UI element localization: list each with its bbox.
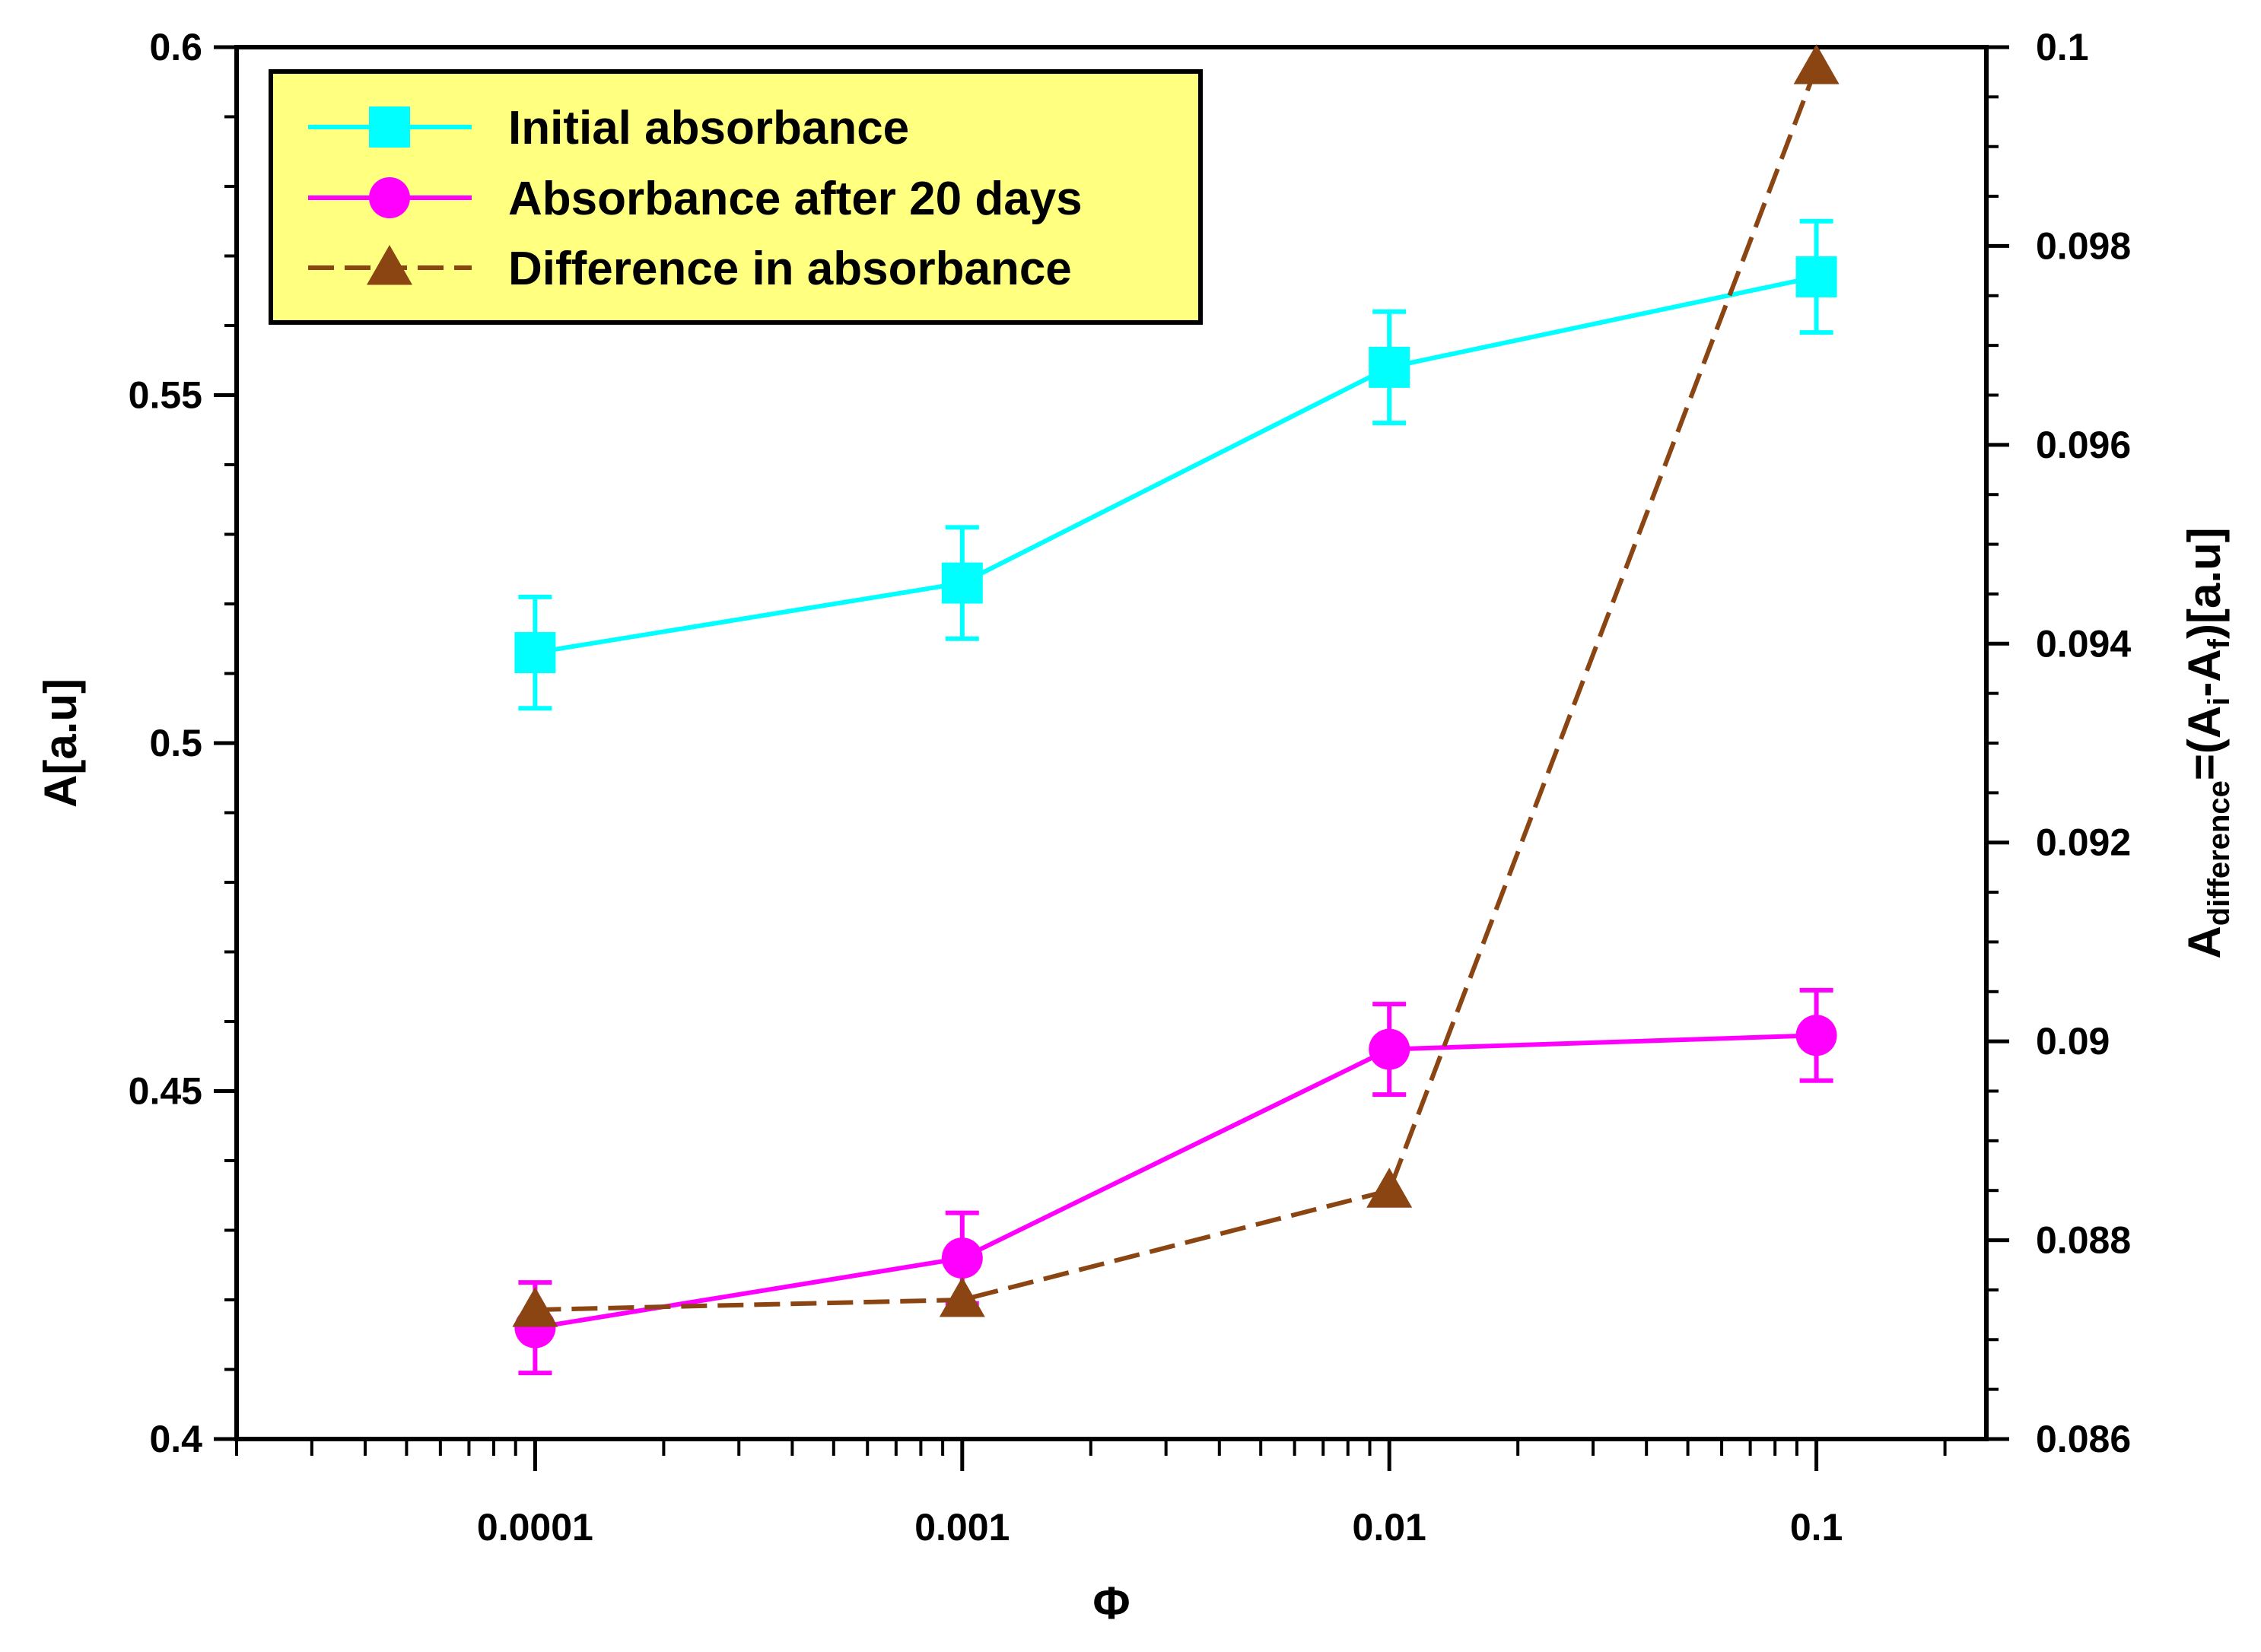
data-point (1793, 44, 1840, 84)
y-tick-label: 0.6 (149, 26, 202, 68)
legend-entry: Initial absorbance (308, 102, 909, 154)
y-tick-label: 0.45 (129, 1070, 202, 1113)
legend-marker (367, 245, 412, 285)
data-point (1795, 1015, 1837, 1056)
series-line (535, 66, 1819, 1313)
data-point (939, 1277, 985, 1317)
y2-title-sub-difference: difference (2202, 780, 2236, 926)
y2-tick-label: 0.09 (2036, 1020, 2110, 1063)
y-tick-label: 0.5 (149, 722, 202, 764)
y2-title-sub-f: f (2202, 638, 2236, 649)
series-line (534, 1033, 1817, 1330)
data-point (941, 1237, 983, 1279)
legend-entry: Difference in absorbance (308, 243, 1072, 295)
x-tick-label: 0.01 (1353, 1506, 1426, 1549)
y2-tick-label: 0.086 (2036, 1418, 2131, 1460)
y2-title-mid: -A (2179, 649, 2230, 697)
data-point (1369, 346, 1410, 388)
data-point (1369, 1028, 1410, 1070)
y2-title-eq: =(A (2179, 706, 2230, 780)
data-point (941, 562, 983, 604)
legend-label: Initial absorbance (508, 102, 909, 154)
x-axis-title: Φ (1092, 1577, 1130, 1628)
series-initial-absorbance (514, 218, 1837, 711)
x-tick-label: 0.001 (914, 1506, 1010, 1549)
legend-marker (369, 106, 410, 148)
x-tick-label: 0.0001 (477, 1506, 593, 1549)
y2-tick-label: 0.092 (2036, 821, 2131, 864)
series-difference-in-absorbance (512, 44, 1840, 1327)
y2-tick-label: 0.096 (2036, 424, 2131, 466)
y-tick-label: 0.55 (129, 374, 202, 417)
legend: Initial absorbance Absorbance after 20 da… (269, 69, 1203, 325)
y2-tick-label: 0.1 (2036, 26, 2089, 68)
y2-tick-label: 0.088 (2036, 1219, 2131, 1262)
legend-label: Difference in absorbance (508, 243, 1072, 295)
y2-tick-label: 0.094 (2036, 622, 2131, 665)
y-tick-label: 0.4 (149, 1418, 202, 1460)
data-point (512, 1287, 558, 1327)
legend-marker (369, 177, 410, 218)
series-line (534, 275, 1817, 656)
y2-tick-label: 0.098 (2036, 224, 2131, 267)
data-point (1795, 256, 1837, 297)
data-point (514, 632, 556, 674)
y2-title-base: A (2179, 926, 2230, 958)
y-axis-title: A[a.u] (35, 678, 86, 808)
x-tick-label: 0.1 (1790, 1506, 1843, 1549)
y2-title-end: )[a.u] (2179, 527, 2230, 639)
legend-label: Absorbance after 20 days (508, 173, 1083, 225)
legend-entry: Absorbance after 20 days (308, 173, 1083, 225)
y2-title-sub-i: i (2202, 697, 2236, 706)
series-absorbance-after-20-days (514, 987, 1837, 1376)
y2-axis-title: Adifference=(Ai-Af)[a.u] (2179, 527, 2236, 958)
data-point (1366, 1168, 1413, 1208)
